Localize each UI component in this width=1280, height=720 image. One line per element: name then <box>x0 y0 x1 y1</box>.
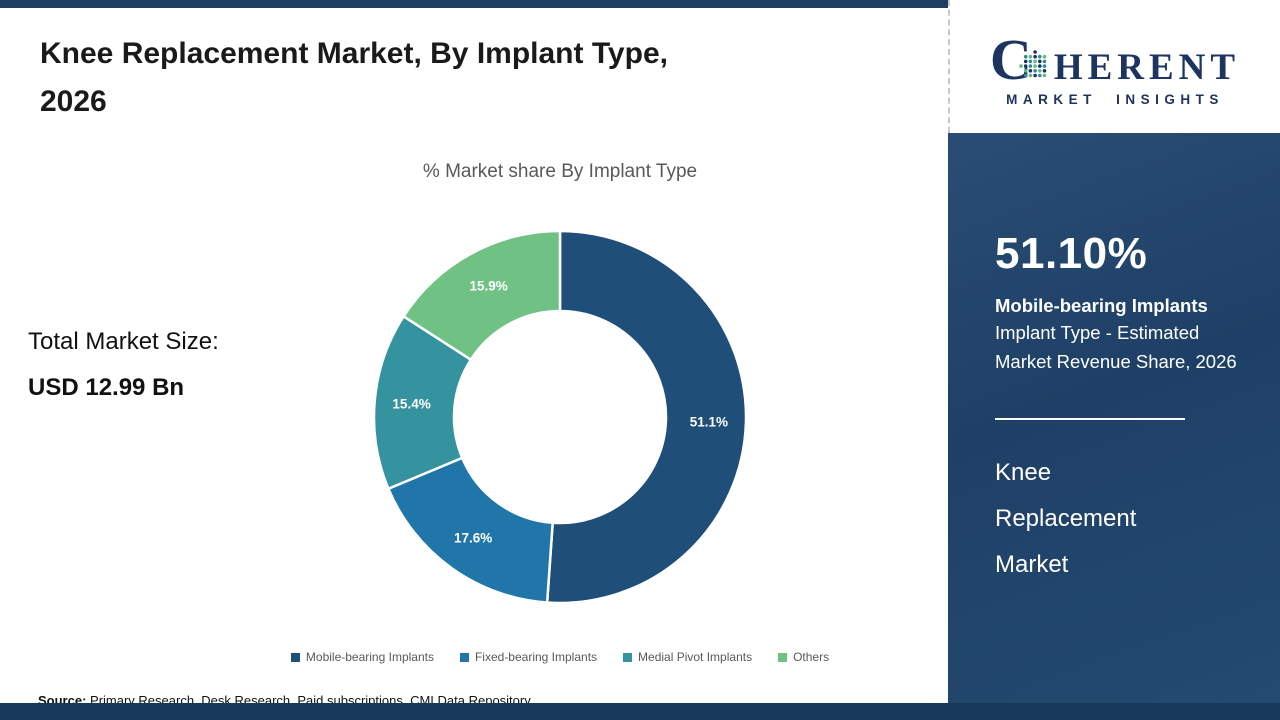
donut-slice-1 <box>545 229 748 605</box>
donut-chart: 51.1% 17.6% 15.4% 15.9% <box>372 229 748 605</box>
total-market-size: Total Market Size: USD 12.99 Bn <box>28 328 219 402</box>
highlight-panel: 51.10% Mobile-bearing Implants Implant T… <box>948 133 1280 703</box>
highlight-stat-value: 51.10% <box>995 229 1148 278</box>
slice-label-3: 15.4% <box>392 396 430 411</box>
slice-label-2: 17.6% <box>454 531 492 546</box>
right-panel: C HERENT MARKET INSIGHTS 51.10% Mobile-b… <box>948 0 1280 720</box>
highlight-stat-segment: Mobile-bearing Implants <box>995 295 1208 316</box>
brand-logo-row: C HERENT <box>989 26 1241 92</box>
chart-legend: Mobile-bearing Implants Fixed-bearing Imp… <box>170 650 950 664</box>
legend-item-3: Medial Pivot Implants <box>623 650 752 664</box>
legend-swatch-icon <box>778 652 788 662</box>
total-market-size-label: Total Market Size: <box>28 328 219 355</box>
page-title-line-2: 2026 <box>40 85 107 118</box>
logo-tagline: MARKET INSIGHTS <box>1006 91 1224 107</box>
page-title: Knee Replacement Market, By Implant Type… <box>40 30 880 126</box>
legend-label: Medial Pivot Implants <box>638 650 753 664</box>
legend-item-1: Mobile-bearing Implants <box>290 650 434 664</box>
panel-divider <box>995 418 1185 421</box>
legend-swatch-icon <box>459 652 469 662</box>
logo-globe-icon <box>1019 49 1047 77</box>
top-accent-bar <box>0 0 948 8</box>
bottom-accent-bar <box>0 703 1280 720</box>
logo-letter-c: C <box>989 26 1032 92</box>
slice-label-1: 51.1% <box>690 415 728 430</box>
legend-swatch-icon <box>623 652 633 662</box>
legend-item-4: Others <box>778 650 829 664</box>
legend-label: Fixed-bearing Implants <box>474 650 598 664</box>
donut-slice-2 <box>386 456 555 604</box>
report-market-name: Knee Replacement Market <box>995 459 1137 578</box>
legend-item-2: Fixed-bearing Implants <box>459 650 598 664</box>
legend-label: Others <box>793 650 830 664</box>
legend-label: Mobile-bearing Implants <box>305 650 434 664</box>
legend-swatch-icon <box>290 652 300 662</box>
chart-title: % Market share By Implant Type <box>422 161 698 182</box>
slice-label-4: 15.9% <box>469 279 507 294</box>
donut-slice-4 <box>401 229 562 362</box>
logo-wordmark: HERENT <box>1053 46 1241 88</box>
brand-logo: C HERENT MARKET INSIGHTS <box>948 0 1280 133</box>
total-market-size-value: USD 12.99 Bn <box>28 374 185 401</box>
highlight-stat-description: Implant Type - Estimated Market Revenue … <box>995 322 1237 372</box>
page-title-line-1: Knee Replacement Market, By Implant Type… <box>40 37 668 70</box>
